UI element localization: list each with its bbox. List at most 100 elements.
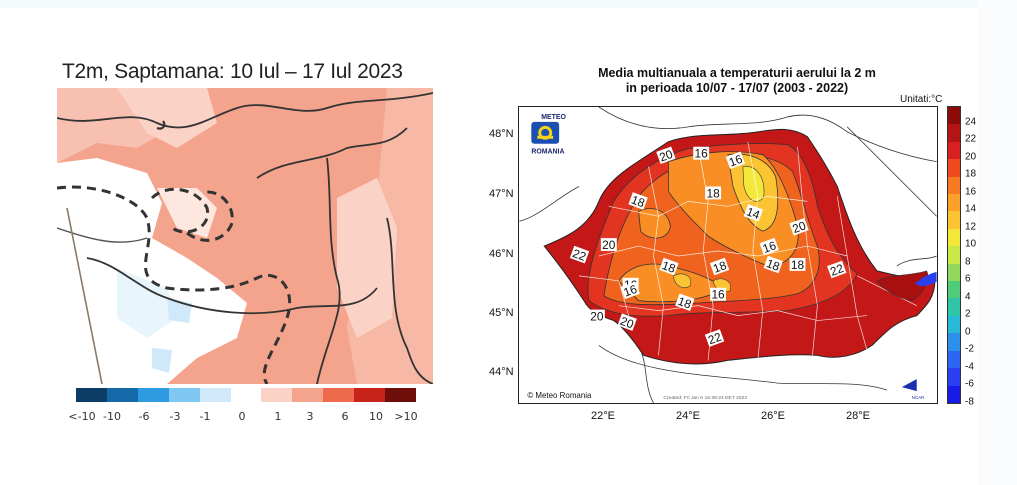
svg-text:18: 18: [711, 258, 729, 276]
legend-tick-label: -3: [169, 410, 181, 423]
legend-tick-label: -1: [199, 410, 211, 423]
anomaly-legend-bar: [76, 388, 416, 402]
colorbar-tick-label: 0: [965, 326, 971, 338]
contour-label: 16: [693, 147, 710, 161]
logo-romania-text: ROMANIA: [531, 149, 564, 156]
legend-tick-label: 6: [341, 410, 349, 423]
contour-label: 16: [710, 288, 727, 302]
colorbar-segment: [948, 194, 960, 212]
legend-tick-label: <-10: [68, 410, 96, 423]
contour-label: 18: [675, 293, 695, 312]
legend-swatch: [385, 388, 416, 402]
colorbar-segment: [948, 246, 960, 264]
legend-swatch: [199, 388, 231, 402]
svg-text:20: 20: [657, 147, 675, 165]
ncar-text: NCAR: [912, 395, 925, 400]
top-strip: [0, 0, 1017, 8]
colorbar-tick-label: -2: [965, 343, 974, 355]
svg-text:18: 18: [660, 258, 678, 276]
contour-label: 22: [704, 329, 725, 347]
colorbar-tick-label: 6: [965, 273, 971, 285]
colorbar-ticks: 24 22 20 18 16 14 12 10 8 6 4 2 0 -2 -4 -6 -8: [963, 106, 993, 407]
legend-tick-label: 3: [306, 410, 314, 423]
climatology-map-title: Media multianuala a temperaturii aerului…: [520, 66, 954, 96]
colorbar-tick-label: 16: [965, 186, 977, 198]
lat-label-45: 45°N: [489, 307, 514, 319]
colorbar-segment: [948, 124, 960, 142]
svg-text:18: 18: [706, 186, 720, 200]
legend-tick-label: -6: [138, 410, 150, 423]
colorbar-segment: [948, 141, 960, 160]
colorbar-tick-label: 14: [965, 203, 977, 215]
contour-label: 22: [827, 260, 847, 279]
svg-text:16: 16: [711, 288, 725, 302]
legend-tick-label: 10: [369, 410, 383, 423]
contour-label: 18: [709, 257, 730, 276]
colorbar-tick-label: 4: [965, 291, 971, 303]
contour-label: 20: [789, 217, 809, 236]
svg-text:18: 18: [791, 258, 805, 272]
contour-label: 16: [620, 281, 640, 300]
contour-label: 18: [628, 192, 648, 210]
contour-label: 18: [763, 255, 783, 274]
legend-swatch: [76, 388, 107, 402]
svg-text:16: 16: [622, 282, 640, 300]
colorbar-tick-label: -6: [965, 378, 974, 390]
colorbar-tick-label: 8: [965, 256, 971, 268]
colorbar-segment: [948, 298, 960, 316]
colorbar-segment: [948, 333, 960, 351]
temperature-colorbar: [947, 106, 961, 404]
legend-tick-label: -10: [103, 410, 121, 423]
lat-label-44: 44°N: [489, 366, 514, 378]
legend-swatch: [292, 388, 324, 402]
colorbar-tick-label: 20: [965, 151, 977, 163]
climatology-temperature-map: 2016181618142020221618181816182216181620…: [518, 106, 938, 404]
svg-text:20: 20: [791, 218, 809, 236]
anomaly-legend-ticks: <-10 -10 -6 -3 -1 0 1 3 6 10 >10: [62, 410, 432, 430]
contour-label: 20: [617, 313, 637, 332]
colorbar-tick-label: 10: [965, 238, 977, 250]
colorbar-segment: [948, 228, 960, 247]
colorbar-segment: [948, 263, 960, 282]
contour-label: 14: [743, 204, 764, 222]
colorbar-segment: [948, 385, 960, 403]
colorbar-segment: [948, 107, 960, 125]
legend-swatch: [354, 388, 386, 402]
legend-swatch: [137, 388, 169, 402]
contour-label: 18: [659, 257, 679, 276]
legend-tick-label: >10: [394, 410, 418, 423]
colorbar-segment: [948, 368, 960, 386]
colorbar-segment: [948, 176, 960, 195]
colorbar-tick-label: -8: [965, 396, 974, 408]
legend-swatch: [261, 388, 293, 402]
legend-swatch: [168, 388, 200, 402]
legend-swatch: [323, 388, 355, 402]
svg-text:18: 18: [764, 256, 782, 274]
svg-text:16: 16: [695, 147, 709, 161]
created-text: Created: Fri Jan 6 16:38:24 EET 2023: [663, 395, 747, 401]
svg-text:20: 20: [602, 238, 616, 252]
svg-text:20: 20: [590, 310, 604, 324]
contour-label: 16: [725, 151, 746, 170]
title-line-1: Media multianuala a temperaturii aerului…: [598, 66, 876, 80]
colorbar-segment: [948, 281, 960, 299]
colorbar-tick-label: 22: [965, 133, 977, 145]
lon-label-24: 24°E: [676, 410, 700, 422]
ncar-logo-icon: [901, 379, 917, 392]
colorbar-segment: [948, 211, 960, 229]
title-line-2: in perioada 10/07 - 17/07 (2003 - 2022): [625, 81, 849, 95]
logo-meteo-text: METEO: [541, 114, 566, 121]
legend-tick-label: 1: [274, 410, 282, 423]
svg-text:14: 14: [745, 204, 763, 222]
colorbar-tick-label: 12: [965, 221, 977, 233]
colorbar-segment: [948, 315, 960, 334]
lat-label-46: 46°N: [489, 248, 514, 260]
colorbar-tick-label: 24: [965, 116, 977, 128]
temperature-anomaly-map: [57, 88, 433, 384]
lon-label-28: 28°E: [846, 410, 870, 422]
copyright-text: © Meteo Romania: [527, 391, 592, 400]
contour-label: 20: [656, 146, 676, 165]
right-strip: [978, 0, 1017, 485]
svg-text:22: 22: [571, 246, 589, 264]
left-map-title: T2m, Saptamana: 10 Iul – 17 Iul 2023: [62, 60, 403, 83]
